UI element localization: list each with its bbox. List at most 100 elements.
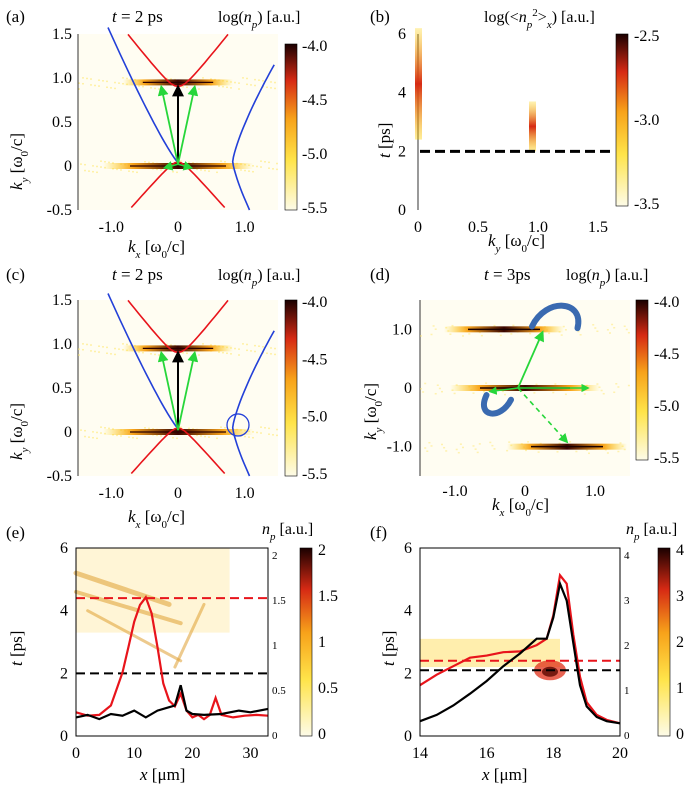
speckle (84, 163, 86, 166)
speckle (82, 343, 84, 345)
speckle (468, 333, 471, 335)
speckle (617, 386, 620, 388)
speckle (474, 448, 477, 450)
speckle (434, 328, 437, 330)
green-arrow-small-right (177, 161, 194, 171)
speckle (445, 450, 448, 452)
speckle (196, 168, 198, 171)
colorbar-tick-label: 0 (318, 726, 326, 743)
panel-e-cb-title: np [a.u.] (262, 521, 313, 543)
panel-f-cb-ticks: 4 3 2 1 0 (676, 542, 684, 743)
right-axis-tick-label: 2 (624, 640, 630, 652)
speckle (260, 160, 262, 162)
panel-a-cb-ticks: -4.0 -4.5 -5.0 -5.5 (302, 38, 327, 217)
y-tick-label: -0.5 (47, 468, 72, 485)
panel-d-label: (d) (370, 265, 390, 284)
panel-d-time: t = 3ps (484, 265, 530, 284)
speckle (428, 441, 431, 444)
panel-f-yticks: 6 4 2 0 (404, 540, 412, 745)
y-tick-label: 1.0 (52, 336, 72, 353)
speckle (138, 351, 140, 353)
speckle (158, 88, 160, 90)
speckle (128, 170, 130, 172)
speckle (210, 78, 212, 80)
x-tick-label: 0.5 (468, 219, 488, 236)
green-arrow-small-left (162, 161, 179, 171)
colorbar-tick-label: -5.0 (302, 146, 327, 163)
speckle (472, 392, 475, 394)
y-tick-label: 0.5 (52, 114, 72, 131)
speckle (276, 162, 278, 165)
speckle (260, 426, 262, 428)
speckle (268, 427, 270, 430)
speckle (92, 165, 94, 167)
x-tick-label: 20 (184, 745, 200, 762)
speckle (200, 435, 202, 437)
speckle (100, 166, 102, 168)
heatmap-hotspot-core (542, 666, 558, 677)
speckle (592, 324, 595, 326)
y-tick-label: 0 (404, 728, 412, 745)
y-tick-label: 1.5 (52, 26, 72, 43)
speckle (110, 353, 112, 355)
speckle (260, 166, 262, 168)
colorbar-tick-label: 3 (676, 588, 684, 605)
speckle (84, 169, 86, 172)
speckle (90, 78, 92, 80)
green-arrow-left (157, 350, 179, 431)
green-arrow-left-small (488, 386, 519, 395)
panel-b-plot (415, 28, 610, 153)
speckle (226, 352, 228, 355)
series-black (419, 579, 621, 725)
panel-c-xlabel: kx [ω0/c] (128, 507, 185, 531)
series-black (75, 684, 269, 721)
speckle (264, 427, 266, 429)
streak-1 (529, 101, 536, 152)
speckle (186, 86, 188, 89)
speckle (224, 427, 226, 429)
speckle (102, 346, 104, 348)
x-tick-label: 0 (414, 219, 422, 236)
speckle (426, 450, 429, 452)
y-tick-label: 0 (60, 728, 68, 745)
speckle (128, 436, 130, 438)
speckle (548, 332, 551, 335)
speckle (110, 87, 112, 89)
speckle (198, 354, 200, 356)
speckle (226, 86, 228, 89)
speckle (122, 343, 124, 345)
panel-c-time: t = 2 ps (112, 265, 163, 284)
blue-right-curve (231, 330, 275, 477)
speckle (453, 392, 456, 395)
speckle (596, 330, 599, 333)
speckle (274, 347, 276, 350)
right-axis-tick-label: 4 (624, 550, 630, 562)
speckle (455, 384, 458, 386)
speckle (96, 437, 98, 440)
speckle (506, 449, 509, 452)
speckle (100, 432, 102, 434)
x-tick-label: 16 (479, 745, 495, 762)
panel-c-xticks: -1.0 0 1.0 (99, 485, 255, 502)
speckle (104, 427, 106, 429)
speckle (529, 332, 532, 335)
speckle (104, 161, 106, 163)
speckle (208, 170, 210, 172)
speckle (552, 391, 555, 394)
panel-d-ylabel: ky [ω0/c] (361, 383, 385, 440)
speckle (106, 86, 108, 89)
speckle (270, 347, 272, 349)
speckle (202, 77, 204, 79)
speckle (611, 323, 614, 326)
speckle (472, 445, 475, 447)
speckle (268, 433, 270, 435)
panel-a-plot (78, 27, 278, 211)
speckle (156, 168, 158, 171)
speckle (106, 80, 108, 83)
speckle (84, 429, 86, 432)
colorbar-tick-label: 2 (676, 634, 684, 651)
speckle (623, 325, 626, 328)
speckle (114, 81, 116, 84)
speckle (483, 390, 485, 393)
